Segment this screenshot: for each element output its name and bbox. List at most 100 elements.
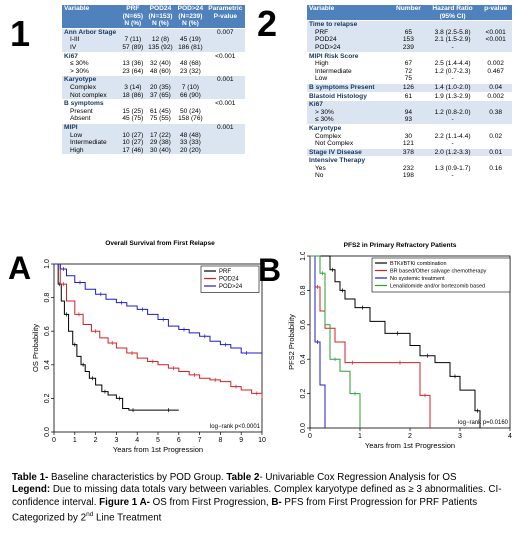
table1-row: Complex 3 (14) 20 (35) 7 (10) [62, 83, 245, 92]
table2-cell: 198 [390, 172, 426, 181]
y-axis-label: OS Probability [31, 324, 40, 372]
chart-b-pfs2: 0 1 2 3 4 0.0 0.2 0.4 0.6 0.8 1.0 Years from 1st Pr… [287, 252, 512, 450]
legend-entry: Lenalidomide and/or bortezomib based [390, 284, 485, 290]
table1-row: Absent 45 (75) 75 (55) 158 (76) [62, 115, 245, 124]
caption-table1-text: Baseline characteristics by POD Group. [48, 472, 227, 483]
table1-cell: 135 (92) [145, 43, 176, 53]
km-curve [54, 263, 262, 354]
table1-cell [145, 122, 176, 132]
table2-cell: 94 [390, 108, 426, 117]
table1-cell [205, 139, 245, 147]
y-tick-label: 0.4 [300, 354, 307, 364]
km-curve [54, 263, 263, 399]
table2-cell: 3.8 (2.5-5.8) [425, 28, 480, 37]
table1-cell: 50 (24) [175, 107, 206, 116]
table2-cell: <0.001 [479, 36, 512, 44]
table2-cell [425, 51, 480, 61]
table1-cell: 48 (60) [145, 67, 176, 76]
table1-cell: 3 (14) [119, 83, 146, 92]
table1-header-1: PRF (N=65) N (%) [119, 5, 146, 29]
table2-cell [479, 140, 512, 149]
table2-cell: Complex [307, 132, 391, 141]
table1-cell: > 30% [62, 67, 120, 76]
x-tick-label: 3 [458, 433, 462, 440]
table1-cell: 13 (36) [119, 60, 146, 68]
table2-row: Low 75- [307, 75, 512, 84]
table2-cell: 93 [390, 116, 426, 125]
y-tick-label: 0.2 [300, 389, 307, 399]
table2-cell [390, 51, 426, 61]
table1-cell [145, 51, 176, 61]
table2-cell [390, 100, 426, 109]
table2-cell: Yes [307, 164, 391, 173]
table2-cell: 0.04 [479, 82, 512, 93]
table1-cell: 66 (90) [175, 91, 206, 100]
caption-figure-label: Figure 1 A- [99, 496, 150, 508]
table1-cell: 18 (86) [119, 91, 146, 100]
x-tick-label: 0 [308, 433, 312, 440]
table1-cell: Ann Arbor Stage [62, 28, 120, 37]
table1-cell: 45 (19) [175, 36, 206, 44]
x-tick-label: 1 [73, 437, 77, 444]
table2-cell: No [307, 172, 391, 181]
table2-cell: 72 [390, 67, 426, 76]
table1-cell: 158 (76) [175, 115, 206, 124]
table1-body: Ann Arbor Stage 0.007 I-III 7 (11) 12 (8) 45 … [62, 28, 245, 155]
x-tick-label: 4 [508, 433, 512, 440]
table1-cell: 10 (27) [119, 139, 146, 147]
table2-row: No 198- [307, 172, 512, 181]
table2-cell [479, 116, 512, 125]
x-tick-label: 1 [358, 433, 362, 440]
km-curve [310, 255, 481, 428]
caption-table2-text: - Univariable Cox Regression Analysis fo… [259, 472, 457, 483]
table1-cell [175, 99, 206, 108]
figure-b-label: B [258, 252, 282, 288]
table1-cell: Absent [62, 115, 120, 124]
table1-cell: 12 (8) [145, 36, 176, 44]
table1-cell: 45 (75) [119, 115, 146, 124]
table1-cell [145, 99, 176, 108]
table1-cell: Present [62, 107, 120, 116]
table2-row: Ki67 [307, 100, 512, 109]
table2-row: Not Complex 121- [307, 140, 512, 149]
table2-cell: 232 [390, 164, 426, 173]
table1-cell: 57 (89) [119, 43, 146, 53]
table1-cell: 20 (35) [145, 83, 176, 92]
x-tick-label: 2 [408, 433, 412, 440]
table1-cell [145, 28, 176, 37]
x-tick-label: 10 [258, 437, 266, 444]
table2-cell: 2.2 (1.1-4.4) [425, 132, 480, 141]
table1-cell: 29 (38) [145, 139, 176, 147]
table1-cell [119, 75, 146, 84]
table1-cell: Not complex [62, 91, 120, 100]
table1-cell: 75 (55) [145, 115, 176, 124]
table2-cell: 1.3 (0.9-1.7) [425, 164, 480, 173]
table1-cell: High [62, 146, 120, 155]
y-tick-label: 0.6 [44, 326, 51, 336]
table2-cell [479, 75, 512, 84]
caption-end-text: Line Treatment [93, 512, 162, 524]
table1-cell [175, 51, 206, 61]
table2-cell: Karyotype [307, 123, 391, 133]
table1-cell [205, 83, 245, 92]
table2-cell [425, 123, 480, 133]
table2-cell: POD>24 [307, 43, 391, 53]
table2-cell: 2.1 (1.5-2.9) [425, 36, 480, 44]
table1-cell [205, 115, 245, 124]
table1-row: Ann Arbor Stage 0.007 [62, 28, 245, 37]
km-curve [54, 263, 179, 411]
table2-header-3: p-value [479, 5, 512, 22]
table2-cell [479, 100, 512, 109]
logrank-annotation: log−rank p<0.0001 [210, 424, 261, 430]
x-axis-label: Years from 1st Progression [113, 445, 203, 454]
x-tick-label: 6 [177, 437, 181, 444]
table1-cell: 7 (11) [119, 36, 146, 44]
caption-legend-label: Legend: [12, 484, 51, 496]
table2-cell: 153 [390, 36, 426, 44]
caption-superscript: nd [86, 511, 94, 519]
table1-cell: Complex [62, 83, 120, 92]
table1-cell: 20 (20) [175, 146, 206, 155]
table1-cell [205, 107, 245, 116]
table2-cell: 75 [390, 75, 426, 84]
table2-cell: 126 [390, 82, 426, 93]
